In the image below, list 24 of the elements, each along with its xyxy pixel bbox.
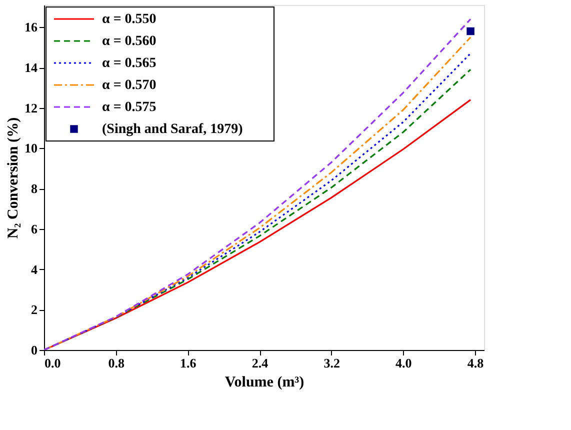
y-axis-title: N₂ Conversion (%): [6, 117, 22, 239]
y-tick-label: 2: [31, 302, 38, 318]
legend-label: α = 0.575: [102, 100, 156, 115]
x-tick-label: 1.6: [180, 356, 197, 370]
legend-label: α = 0.550: [102, 12, 156, 27]
legend-label: α = 0.560: [102, 34, 156, 49]
y-tick-label: 6: [31, 221, 38, 236]
y-tick-label: 0: [31, 342, 38, 358]
legend-label: α = 0.570: [102, 78, 156, 93]
legend-label: α = 0.565: [102, 56, 156, 71]
x-tick-label: 4.0: [396, 356, 412, 370]
x-tick-label: 4.8: [467, 356, 484, 370]
x-tick-label: 0.0: [44, 356, 61, 370]
legend-label: (Singh and Saraf, 1979): [102, 122, 244, 137]
y-tick-label: 8: [31, 181, 38, 196]
y-tick-label: 16: [24, 20, 38, 35]
x-tick-label: 2.4: [252, 356, 269, 370]
y-tick-label: 12: [24, 100, 38, 116]
y-tick-label: 10: [24, 140, 38, 156]
y-tick-label: 4: [31, 262, 38, 277]
x-tick-label: 0.8: [108, 356, 125, 370]
y-tick-label: 14: [24, 60, 38, 76]
x-tick-label: 3.2: [324, 356, 340, 370]
x-axis-title: Volume (m³): [224, 374, 304, 390]
